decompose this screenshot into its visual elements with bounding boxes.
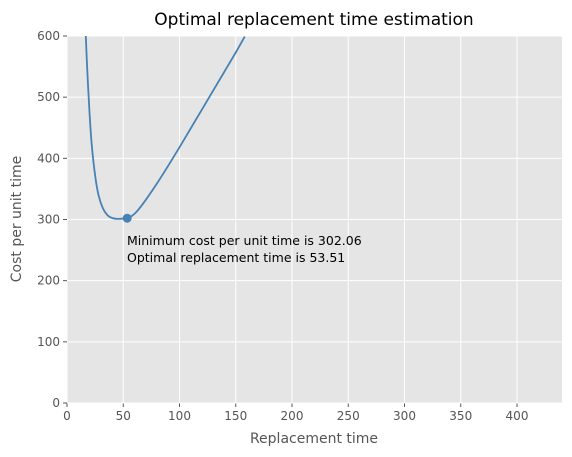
y-tick-label: 500 bbox=[37, 90, 60, 104]
y-tick-label: 300 bbox=[37, 213, 60, 227]
annotation-min-cost: Minimum cost per unit time is 302.06 bbox=[127, 233, 362, 248]
y-tick-label: 600 bbox=[37, 29, 60, 43]
annotation-optimal-time: Optimal replacement time is 53.51 bbox=[127, 250, 345, 265]
x-tick-label: 100 bbox=[168, 409, 191, 423]
x-tick-label: 300 bbox=[393, 409, 416, 423]
x-axis-label: Replacement time bbox=[250, 431, 378, 447]
x-tick-label: 200 bbox=[281, 409, 304, 423]
x-tick-label: 150 bbox=[224, 409, 247, 423]
tick-labels: 0 50 100 150 200 250 300 350 400 0 100 200 300 400 500… bbox=[37, 29, 528, 423]
y-tick-label: 200 bbox=[37, 274, 60, 288]
x-tick-label: 0 bbox=[63, 409, 71, 423]
y-tick-label: 100 bbox=[37, 335, 60, 349]
x-tick-label: 250 bbox=[337, 409, 360, 423]
y-axis-label: Cost per unit time bbox=[9, 156, 25, 283]
x-tick-label: 350 bbox=[449, 409, 472, 423]
y-tick-label: 400 bbox=[37, 151, 60, 165]
y-tick-label: 0 bbox=[52, 396, 60, 410]
chart-title: Optimal replacement time estimation bbox=[154, 10, 473, 30]
x-tick-label: 400 bbox=[506, 409, 529, 423]
x-tick-label: 50 bbox=[116, 409, 131, 423]
series-layer bbox=[84, 36, 246, 223]
minimum-point-marker bbox=[122, 213, 132, 223]
